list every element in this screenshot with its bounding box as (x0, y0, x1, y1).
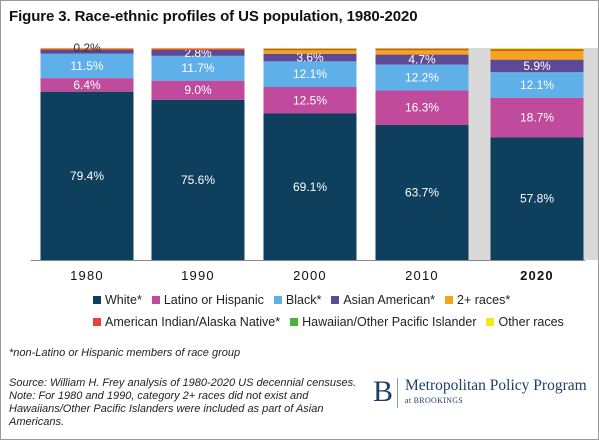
bar-segment-2-races-2000 (263, 50, 357, 54)
data-label-black-2000: 12.1% (293, 67, 327, 81)
legend-swatch (151, 296, 160, 304)
bar-segment-white-1980 (40, 91, 134, 260)
legend-label: Black* (285, 293, 322, 307)
data-label-white-2000: 69.1% (293, 180, 327, 194)
bar-segment-american-indian-alaska-native-2000 (263, 48, 357, 51)
data-label-black-2020: 12.1% (520, 78, 554, 92)
legend-row-2: American Indian/Alaska Native* Hawaiian/O… (93, 315, 574, 329)
data-label-asian-american-1990: 2.8% (184, 46, 212, 60)
legend-item-hawaiian-other-pacific-islander: Hawaiian/Other Pacific Islander (290, 315, 476, 329)
data-label-latino-or-hispanic-1990: 9.0% (184, 83, 212, 97)
brookings-logo: B Metropolitan Policy Program at BROOKIN… (373, 375, 593, 415)
data-label-asian-american-2000: 3.6% (296, 51, 324, 65)
bar-segment-latino-or-hispanic-2000 (263, 87, 357, 114)
bar-segment-white-2000 (263, 113, 357, 261)
legend-item-2-races: 2+ races* (445, 293, 510, 307)
bar-segment-black-1990 (151, 55, 245, 81)
bar-segment-black-2000 (263, 61, 357, 88)
legend-swatch (290, 318, 299, 326)
data-label-latino-or-hispanic-1980: 6.4% (73, 78, 101, 92)
bar-segment-american-indian-alaska-native-2010 (375, 48, 469, 51)
data-label-black-1980: 11.5% (70, 59, 103, 73)
source-note: Source: William H. Frey analysis of 1980… (9, 377, 357, 428)
bar-segment-american-indian-alaska-native-1980 (40, 48, 134, 50)
bar-segment-other-races-1980 (40, 48, 134, 49)
bar-segment-other-races-2000 (263, 48, 357, 49)
bar-segment-white-2010 (375, 124, 469, 261)
bar-segment-black-2020 (490, 72, 584, 98)
legend-swatch (445, 296, 454, 304)
bar-segment-2-races-2010 (375, 50, 469, 55)
bar-segment-white-2020 (490, 137, 584, 260)
x-tick-label-2000: 2000 (293, 268, 327, 283)
legend-row-1: White* Latino or Hispanic Black* Asian Amer… (93, 293, 520, 307)
logo-mark: B (373, 375, 394, 408)
bar-segment-white-1990 (151, 99, 245, 260)
legend-swatch (93, 296, 101, 304)
bar-segment-asian-american-2020 (490, 59, 584, 73)
legend-label: White* (105, 293, 142, 307)
bar-segment-hawaiian-other-pacific-islander-2020 (490, 49, 584, 50)
data-label-latino-or-hispanic-2010: 16.3% (405, 101, 439, 115)
logo-sub: at BROOKINGS (405, 396, 464, 405)
bar-segment-latino-or-hispanic-2020 (490, 97, 584, 138)
legend-item-american-indian-alaska-native: American Indian/Alaska Native* (93, 315, 280, 329)
data-label-black-1990: 11.7% (181, 61, 214, 75)
legend-item-asian-american: Asian American* (331, 293, 435, 307)
legend-label: American Indian/Alaska Native* (105, 315, 281, 329)
logo-divider (397, 378, 398, 408)
legend-label: Asian American* (343, 293, 436, 307)
legend-item-other-races: Other races (486, 315, 564, 329)
x-tick-label-1980: 1980 (70, 268, 104, 283)
data-label-asian-american-2020: 5.9% (523, 59, 551, 73)
bar-segment-american-indian-alaska-native-2020 (490, 49, 584, 51)
data-label-asian-american-2010: 4.7% (408, 53, 436, 67)
legend-item-black: Black* (273, 293, 322, 307)
logo-name: Metropolitan Policy Program (405, 377, 587, 394)
bar-segment-latino-or-hispanic-1990 (151, 80, 245, 100)
legend-label: Latino or Hispanic (163, 293, 264, 307)
legend-swatch (273, 296, 282, 304)
bar-segment-american-indian-alaska-native-1990 (151, 48, 245, 50)
bar-segment-black-1980 (40, 53, 134, 79)
footnote: *non-Latino or Hispanic members of race … (9, 347, 241, 359)
legend-swatch (331, 296, 340, 304)
legend-label: Hawaiian/Other Pacific Islander (302, 315, 477, 329)
data-label-black-2010: 12.2% (405, 70, 439, 84)
bar-segment-latino-or-hispanic-1980 (40, 78, 134, 92)
legend-item-latino-or-hispanic: Latino or Hispanic (151, 293, 264, 307)
data-label-white-2020: 57.8% (520, 192, 554, 206)
bar-segment-hawaiian-other-pacific-islander-2000 (263, 48, 357, 50)
bar-segment-asian-american-1980 (40, 49, 134, 54)
data-label-latino-or-hispanic-2020: 18.7% (520, 111, 554, 125)
chart-title: Figure 3. Race-ethnic profiles of US pop… (9, 8, 418, 25)
legend-label: Other races (498, 315, 564, 329)
bar-segment-asian-american-2010 (375, 54, 469, 65)
bar-segment-latino-or-hispanic-2010 (375, 90, 469, 125)
bar-segment-hawaiian-other-pacific-islander-2010 (375, 48, 469, 50)
bar-segment-other-races-1990 (151, 48, 245, 49)
bar-segment-asian-american-2000 (263, 53, 357, 62)
bar-segment-2-races-2020 (490, 50, 584, 60)
legend-swatch (93, 318, 101, 326)
x-tick-label-2010: 2010 (405, 268, 439, 283)
bar-segment-asian-american-1990 (151, 49, 245, 56)
legend-item-white: White* (93, 293, 142, 307)
x-tick-label-1990: 1990 (181, 268, 215, 283)
data-label-other-races-1980: 0.2% (73, 41, 101, 55)
legend-label: 2+ races* (457, 293, 511, 307)
bar-segment-other-races-2010 (375, 48, 469, 49)
data-label-white-1990: 75.6% (181, 173, 215, 187)
stacked-bar-chart: 79.4% 6.4% 11.5% 0.2% 1980 75.6% 9.0% 11.7%2.8%… (31, 41, 598, 283)
x-tick-label-2020: 2020 (520, 268, 554, 283)
bar-segment-black-2010 (375, 64, 469, 91)
data-label-white-2010: 63.7% (405, 185, 439, 199)
bar-segment-other-races-2020 (490, 48, 584, 50)
data-label-white-1980: 79.4% (70, 169, 104, 183)
data-label-latino-or-hispanic-2000: 12.5% (293, 93, 327, 107)
legend-swatch (486, 318, 495, 326)
